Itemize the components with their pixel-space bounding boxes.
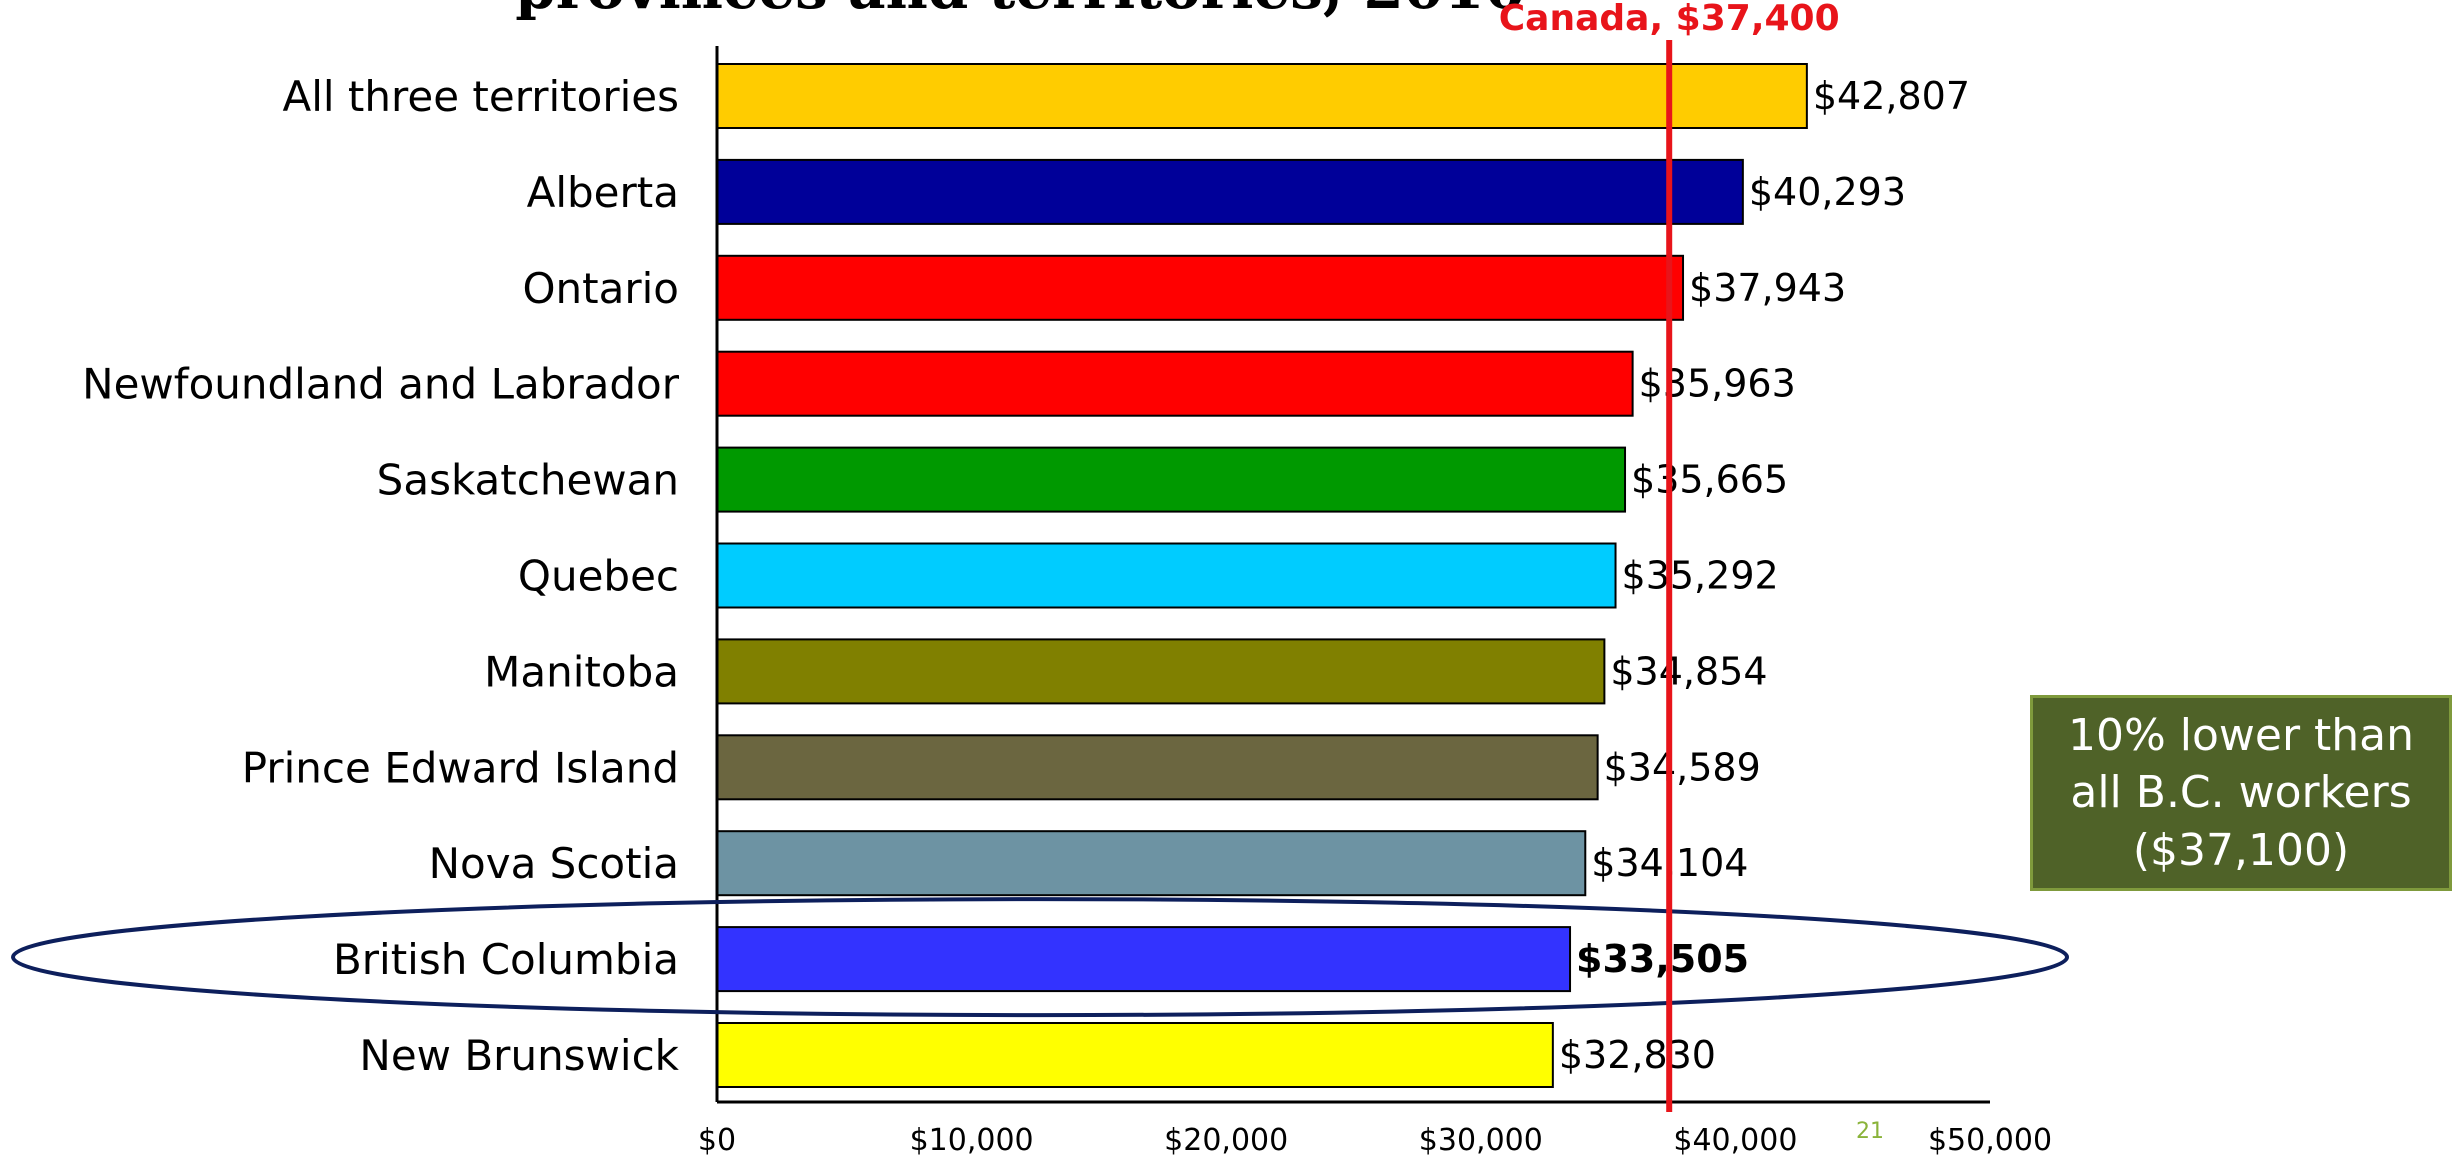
x-tick-label: $40,000 <box>1673 1123 1797 1156</box>
value-label-newfoundland-and-labrador: $35,963 <box>1639 362 1796 406</box>
category-label-manitoba: Manitoba <box>484 647 679 696</box>
category-label-nova-scotia: Nova Scotia <box>429 839 679 888</box>
x-tick-label: $50,000 <box>1928 1123 2052 1156</box>
value-label-new-brunswick: $32,830 <box>1559 1033 1716 1077</box>
bar-ontario <box>716 254 1685 321</box>
bar-new-brunswick <box>716 1022 1554 1088</box>
bar-all-three-territories <box>716 63 1808 129</box>
x-tick-label: $0 <box>698 1123 736 1156</box>
bar-manitoba <box>716 638 1606 705</box>
category-label-new-brunswick: New Brunswick <box>359 1031 679 1080</box>
chart-title: provinces and territories, 2016 <box>515 0 1525 22</box>
value-label-alberta: $40,293 <box>1749 170 1906 214</box>
bar-saskatchewan <box>716 446 1627 513</box>
bar-quebec <box>716 542 1617 609</box>
value-label-quebec: $35,292 <box>1622 554 1779 598</box>
bar-newfoundland-and-labrador <box>716 350 1634 417</box>
category-label-alberta: Alberta <box>527 168 679 217</box>
value-label-prince-edward-island: $34,589 <box>1604 745 1761 789</box>
x-tick-label: $20,000 <box>1164 1123 1288 1156</box>
callout-box: 10% lower than all B.C. workers ($37,100… <box>2030 695 2452 891</box>
value-label-saskatchewan: $35,665 <box>1631 458 1788 502</box>
bar-prince-edward-island <box>716 734 1599 801</box>
x-tick-label: $10,000 <box>910 1123 1034 1156</box>
bar-nova-scotia <box>716 830 1587 897</box>
category-label-saskatchewan: Saskatchewan <box>377 456 679 505</box>
value-label-manitoba: $34,854 <box>1610 649 1767 693</box>
highlight-ellipse <box>11 897 2069 1018</box>
category-label-quebec: Quebec <box>518 552 679 601</box>
value-label-ontario: $37,943 <box>1689 266 1846 310</box>
value-label-all-three-territories: $42,807 <box>1813 74 1970 118</box>
category-label-british-columbia: British Columbia <box>333 935 679 984</box>
category-label-newfoundland-and-labrador: Newfoundland and Labrador <box>82 360 680 409</box>
bar-british-columbia <box>716 926 1572 993</box>
category-label-ontario: Ontario <box>522 264 679 313</box>
page-number: 21 <box>1856 1119 1884 1144</box>
category-label-prince-edward-island: Prince Edward Island <box>242 743 679 792</box>
canada-reference-label: Canada, $37,400 <box>1499 0 1840 39</box>
x-tick-label: $30,000 <box>1419 1123 1543 1156</box>
bar-alberta <box>716 158 1744 225</box>
value-label-british-columbia: $33,505 <box>1576 937 1749 981</box>
category-label-all-three-territories: All three territories <box>283 72 679 121</box>
